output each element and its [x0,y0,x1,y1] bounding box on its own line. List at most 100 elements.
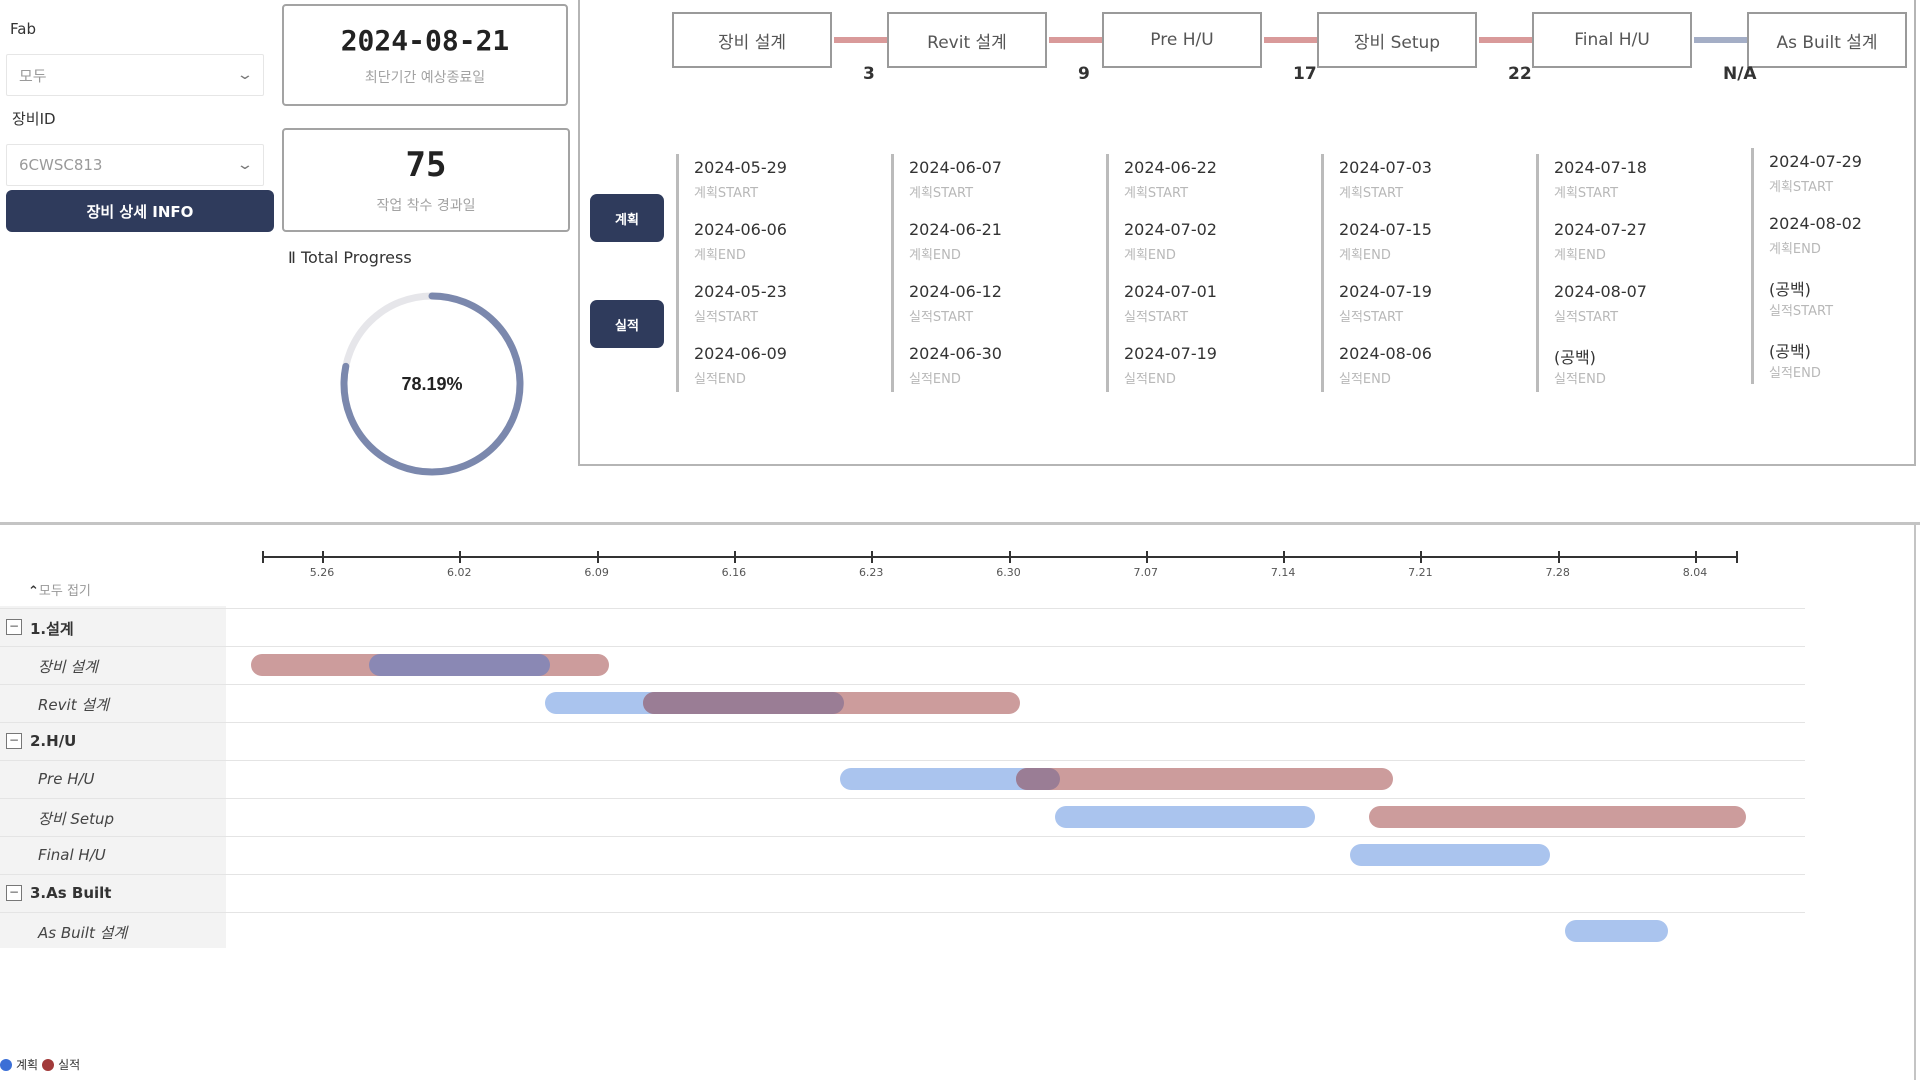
gantt-row-divider [0,874,1805,875]
gantt-bar-overlap[interactable] [368,654,550,676]
stage-date-caption: 계획END [694,248,746,263]
stage-panel: 계획 실적 장비 설계 2024-05-29 계획START 2024-06-06 계획… [578,0,1916,466]
gantt-bar-plan[interactable] [1055,806,1315,828]
stage-connector [1479,37,1532,43]
axis-tick [1145,551,1148,563]
axis-tick-label: 8.04 [1682,566,1708,579]
gantt-group-label[interactable]: 1.설계 [30,620,74,638]
stage-date-caption: 계획END [1554,248,1606,263]
stage-date-caption: 계획END [909,248,961,263]
stage-date-plan-end: 2024-07-15 [1339,220,1432,239]
legend-actual-dot [42,1058,55,1071]
axis-tick [322,551,324,563]
fab-label: Fab [10,20,36,38]
gantt-bar-plan[interactable] [1349,844,1551,866]
gantt-group-label[interactable]: 3.As Built [30,884,112,902]
stage-date-caption: 계획START [1339,186,1404,201]
right-border [1914,522,1916,1080]
gantt-bar-actual[interactable] [1016,768,1394,790]
fab-select[interactable]: 모두 ⌄ [6,54,264,96]
gantt-bar-overlap2[interactable] [1016,768,1060,790]
stage-box[interactable]: As Built 설계 [1747,12,1907,68]
axis-tick-label: 6.30 [996,566,1021,579]
section-divider [0,522,1920,525]
stage-box[interactable]: Revit 설계 [887,12,1047,68]
stage-gap-days: 22 [1508,64,1532,84]
stage-date-caption: 계획START [909,186,974,201]
chevron-down-icon: ⌄ [236,67,254,83]
group-toggle-minus-icon[interactable]: − [6,619,22,635]
group-toggle-minus-icon[interactable]: − [6,733,22,749]
collapse-all-button[interactable]: ⌃모두 접기 [28,584,91,599]
stage-date-caption: 실적START [1554,310,1619,325]
plan-button[interactable]: 계획 [590,194,664,242]
stage-date-actual-end: 2024-07-19 [1124,344,1217,363]
axis-tick-label: 6.23 [858,566,884,579]
stage-date-plan-end: 2024-06-21 [909,220,1002,239]
stage-date-caption: 실적END [909,372,961,387]
expected-end-date: 2024-08-21 [340,23,510,57]
stage-column-divider [1321,154,1324,392]
legend-plan-label: 계획 [16,1058,39,1072]
stage-connector [1694,37,1747,43]
equipment-info-button[interactable]: 장비 상세 INFO [6,190,274,232]
stage-box[interactable]: 장비 설계 [672,12,832,68]
stage-date-plan-start: 2024-06-22 [1124,158,1217,177]
stage-date-caption: 실적END [1339,372,1391,387]
legend: 계획 실적 [0,1056,80,1073]
axis-tick [1420,551,1423,563]
row-labels-background [0,606,226,948]
stage-date-plan-start: 2024-07-18 [1554,158,1647,177]
gantt-bar-actual[interactable] [1369,806,1747,828]
gantt-task-label: 장비 Setup [38,810,115,828]
stage-date-caption: 계획END [1124,248,1176,263]
axis-tick [1695,551,1697,563]
stage-date-actual-start: 2024-05-23 [694,282,787,301]
fab-select-value: 모두 [19,66,47,85]
stage-date-caption: 계획END [1339,248,1391,263]
stage-box[interactable]: 장비 Setup [1317,12,1477,68]
stage-date-plan-start: 2024-07-29 [1769,152,1862,171]
stage-box[interactable]: Final H/U [1532,12,1692,68]
stage-date-caption: 실적START [1769,304,1834,319]
total-progress-title: Ⅱ Total Progress [288,248,412,267]
actual-button[interactable]: 실적 [590,300,664,348]
stage-column-divider [891,154,894,392]
gantt-row-divider [0,760,1805,761]
stage-date-plan-start: 2024-07-03 [1339,158,1432,177]
axis-tick [733,551,736,563]
expected-end-card: 2024-08-21 최단기간 예상종료일 [282,4,568,106]
stage-date-actual-end: 2024-06-09 [694,344,787,363]
chevron-up-icon: ⌃ [28,584,39,599]
stage-date-actual-end: 2024-06-30 [909,344,1002,363]
stage-date-actual-start: 2024-06-12 [909,282,1002,301]
stage-date-actual-start: 2024-08-07 [1554,282,1647,301]
axis-tick-label: 5.26 [309,566,335,579]
axis-tick-label: 7.07 [1133,566,1159,579]
axis-tick-label: 7.28 [1545,566,1570,579]
axis-tick-label: 7.21 [1408,566,1433,579]
gantt-bar-overlap2[interactable] [643,692,844,714]
stage-date-plan-start: 2024-05-29 [694,158,787,177]
stage-date-caption: 실적END [1769,366,1821,381]
stage-date-caption: 실적START [1339,310,1404,325]
stage-date-caption: 실적START [909,310,974,325]
stage-date-actual-start: (공백) [1769,280,1811,299]
gantt-bar-plan[interactable] [839,768,1060,790]
elapsed-days-caption: 작업 착수 경과일 [376,198,476,214]
axis-tick [1283,551,1286,563]
gantt-task-label: Revit 설계 [38,696,109,714]
gantt-row-divider [0,912,1805,913]
stage-date-actual-end: (공백) [1554,348,1596,367]
group-toggle-minus-icon[interactable]: − [6,885,22,901]
stage-gap-days: N/A [1723,64,1757,84]
axis-tick [871,551,874,563]
stage-box[interactable]: Pre H/U [1102,12,1262,68]
stage-date-caption: 실적END [1124,372,1176,387]
gantt-group-label[interactable]: 2.H/U [30,732,77,750]
equipment-select[interactable]: 6CWSC813 ⌄ [6,144,264,186]
total-progress-value: 78.19% [401,374,462,394]
stage-column-divider [1106,154,1109,392]
gantt-bar-plan[interactable] [1565,920,1668,942]
axis-end-cap [1736,551,1738,563]
